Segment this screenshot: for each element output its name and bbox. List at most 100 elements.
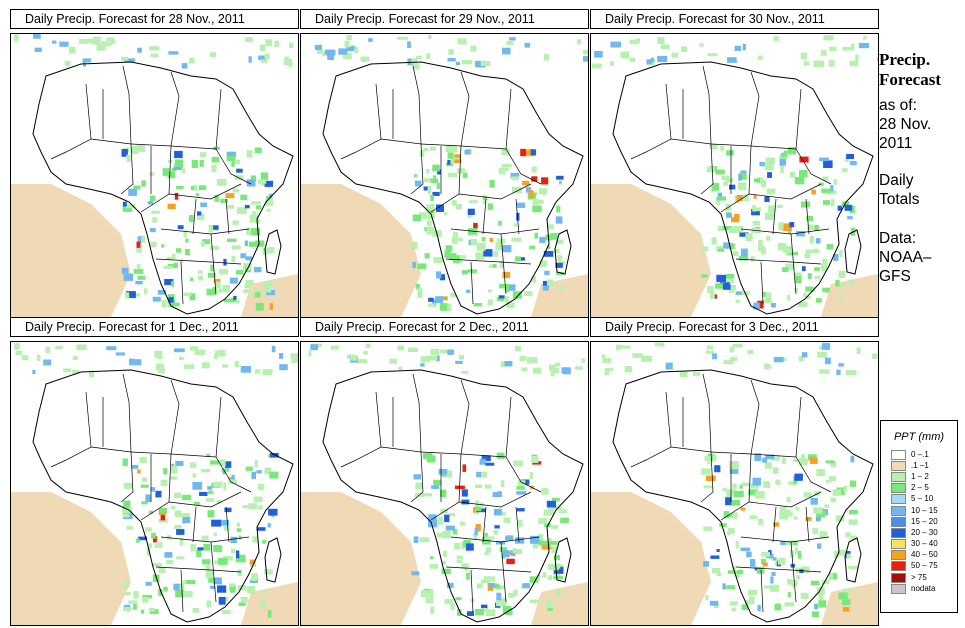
precip-cell: [179, 259, 183, 263]
country-border: [790, 541, 797, 603]
precip-cell: [192, 473, 197, 478]
precip-cell: [550, 566, 559, 571]
precip-cell: [156, 363, 165, 370]
panel-title: Daily Precip. Forecast for 28 Nov., 2011: [10, 9, 299, 29]
precip-cell: [169, 476, 178, 480]
precip-cell: [209, 245, 220, 251]
precip-cell: [466, 572, 470, 580]
precip-cell: [772, 557, 777, 561]
precip-cell: [719, 523, 727, 527]
precip-cell: [266, 208, 271, 212]
precip-cell: [823, 35, 834, 41]
precip-cell: [844, 204, 853, 211]
precip-cell: [419, 537, 430, 543]
precip-cell: [575, 366, 583, 370]
precip-cell: [771, 572, 776, 576]
precip-cell: [454, 159, 462, 164]
legend-item: 40 – 50: [891, 550, 957, 561]
light-precip-area: [301, 184, 588, 317]
precip-cell: [822, 287, 830, 292]
precip-cell: [802, 266, 806, 272]
precip-cell: [850, 535, 857, 540]
precip-cell: [499, 261, 504, 269]
precip-cell: [752, 220, 760, 226]
precip-cell: [542, 572, 547, 578]
precip-cell: [452, 528, 458, 535]
precip-cell: [254, 288, 261, 296]
precip-cell: [785, 541, 794, 546]
country-border: [458, 183, 532, 200]
precip-cell: [715, 283, 724, 289]
precip-cell: [429, 556, 434, 560]
precip-cell: [245, 256, 252, 261]
precip-cell: [554, 554, 560, 561]
precip-cell: [848, 519, 858, 525]
precip-cell: [847, 216, 853, 220]
precip-cell: [167, 203, 176, 209]
precip-cell: [751, 208, 760, 216]
precip-cell: [190, 544, 197, 552]
precip-cell: [814, 603, 818, 610]
precip-cell: [411, 571, 420, 576]
precip-cell: [561, 367, 570, 374]
country-border: [130, 71, 180, 147]
country-border: [735, 566, 822, 573]
precip-cell: [801, 201, 811, 208]
precip-cell: [161, 300, 167, 308]
precip-cell: [231, 474, 235, 480]
precip-cell: [229, 277, 238, 284]
precip-cell: [291, 356, 298, 363]
precip-cell: [123, 273, 134, 281]
precip-cell: [198, 270, 203, 274]
precip-cell: [147, 543, 153, 549]
precip-cell: [493, 530, 499, 535]
country-border: [215, 456, 252, 493]
precip-cell: [397, 36, 408, 40]
precip-cell: [428, 34, 432, 40]
precip-cell: [411, 58, 417, 65]
precip-cell: [240, 596, 248, 603]
precip-cell: [604, 369, 610, 376]
precip-cell: [558, 509, 568, 514]
precip-cell: [128, 600, 138, 604]
country-border: [760, 261, 764, 305]
precip-cell: [129, 358, 135, 366]
precip-cell: [163, 265, 174, 269]
precip-cell: [484, 551, 489, 555]
data-label: Data:: [879, 230, 917, 247]
precip-cell: [546, 500, 557, 508]
precip-cell: [748, 589, 758, 596]
precip-cell: [839, 250, 843, 258]
legend-swatch: [891, 516, 906, 527]
precip-cell: [441, 568, 451, 575]
precip-cell: [163, 468, 168, 475]
precip-cell: [222, 610, 231, 615]
precip-cell: [466, 289, 471, 293]
precip-cell: [765, 292, 772, 300]
precip-cell: [122, 507, 133, 514]
precip-cell: [443, 550, 448, 557]
precip-cell: [762, 457, 768, 463]
country-border: [805, 198, 810, 235]
precip-cell: [224, 461, 232, 468]
precip-cell: [423, 178, 433, 183]
precip-cell: [786, 496, 791, 503]
precip-cell: [728, 528, 735, 534]
precip-cell: [149, 172, 155, 176]
precip-cell: [704, 455, 712, 461]
precip-cell: [463, 539, 471, 547]
precip-cell: [140, 235, 146, 243]
precip-cell: [408, 347, 418, 352]
precip-cell: [259, 44, 266, 52]
precip-cell: [258, 505, 263, 510]
precip-cell: [174, 524, 182, 529]
precip-cell: [594, 51, 603, 58]
precip-cell: [524, 42, 531, 48]
daily-label: Daily: [879, 172, 914, 189]
heading-forecast: Forecast: [879, 70, 941, 89]
precip-cell: [140, 609, 145, 614]
precip-cell: [495, 540, 506, 545]
precip-cell: [850, 455, 855, 463]
country-border: [155, 566, 242, 573]
precip-cell: [475, 60, 486, 68]
